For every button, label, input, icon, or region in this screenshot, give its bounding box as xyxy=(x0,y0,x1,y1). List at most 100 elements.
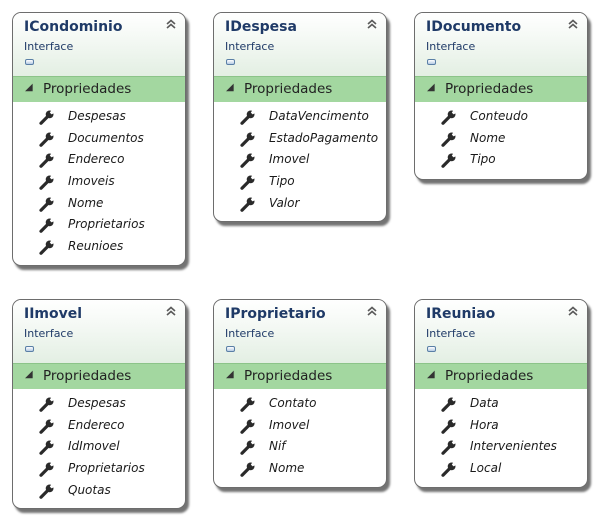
property-list: Conteudo Nome Tipo xyxy=(415,102,587,172)
wrench-icon xyxy=(239,108,257,126)
expand-triangle-icon[interactable]: ◢ xyxy=(427,369,435,380)
property-item[interactable]: Proprietarios xyxy=(13,459,185,481)
property-name: DataVencimento xyxy=(269,109,369,123)
property-name: Imovel xyxy=(269,417,310,432)
class-title: IReuniao xyxy=(426,306,496,322)
property-name: Despesas xyxy=(68,396,126,410)
property-item[interactable]: Conteudo xyxy=(415,107,587,129)
interface-icon xyxy=(226,59,235,65)
collapse-chevron-icon[interactable] xyxy=(366,305,378,319)
property-item[interactable]: Nif xyxy=(214,437,386,459)
properties-section-header[interactable]: ◢ Propriedades xyxy=(214,76,386,102)
property-list: Despesas Documentos Endereco Imoveis Nome Pro… xyxy=(13,102,185,259)
wrench-icon xyxy=(440,395,458,413)
wrench-icon xyxy=(440,130,458,148)
property-name: Reunioes xyxy=(68,239,124,254)
property-name: Nif xyxy=(269,439,286,454)
property-item[interactable]: Local xyxy=(415,459,587,481)
collapse-chevron-icon[interactable] xyxy=(567,305,579,319)
property-list: DataVencimento EstadoPagamento Imovel Tipo V… xyxy=(214,102,386,215)
property-item[interactable]: Tipo xyxy=(415,150,587,172)
wrench-icon xyxy=(239,130,257,148)
collapse-chevron-icon[interactable] xyxy=(567,18,579,32)
properties-section-header[interactable]: ◢ Propriedades xyxy=(415,363,587,389)
wrench-icon xyxy=(38,238,56,256)
interface-icon xyxy=(427,346,436,352)
property-item[interactable]: IdImovel xyxy=(13,437,185,459)
property-item[interactable]: Reunioes xyxy=(13,237,185,259)
class-box-icondominio: ICondominio Interface ◢ Propriedades Despesa… xyxy=(12,12,186,266)
stereotype-label: Interface xyxy=(225,327,275,340)
wrench-icon xyxy=(239,151,257,169)
class-header: IReuniao Interface xyxy=(415,300,587,363)
property-item[interactable]: Despesas xyxy=(13,107,185,129)
property-name: Nome xyxy=(68,195,104,210)
property-item[interactable]: Intervenientes xyxy=(415,437,587,459)
property-item[interactable]: Hora xyxy=(415,416,587,438)
property-list: Data Hora Intervenientes Local xyxy=(415,389,587,481)
interface-icon xyxy=(25,346,34,352)
property-item[interactable]: Contato xyxy=(214,394,386,416)
wrench-icon xyxy=(440,460,458,478)
wrench-icon xyxy=(239,460,257,478)
property-item[interactable]: Endereco xyxy=(13,416,185,438)
property-item[interactable]: DataVencimento xyxy=(214,107,386,129)
expand-triangle-icon[interactable]: ◢ xyxy=(226,369,234,380)
property-item[interactable]: Nome xyxy=(13,194,185,216)
properties-section-header[interactable]: ◢ Propriedades xyxy=(415,76,587,102)
property-name: Quotas xyxy=(68,482,111,497)
property-name: Despesas xyxy=(68,109,126,123)
class-box-idespesa: IDespesa Interface ◢ Propriedades DataVencim… xyxy=(213,12,387,222)
property-name: Contato xyxy=(269,396,317,410)
properties-section-header[interactable]: ◢ Propriedades xyxy=(214,363,386,389)
class-header: IDocumento Interface xyxy=(415,13,587,76)
property-name: EstadoPagamento xyxy=(269,130,379,145)
class-header: IProprietario Interface xyxy=(214,300,386,363)
property-name: Hora xyxy=(470,417,499,432)
class-title: IDespesa xyxy=(225,19,297,35)
expand-triangle-icon[interactable]: ◢ xyxy=(25,369,33,380)
wrench-icon xyxy=(239,417,257,435)
property-list: Contato Imovel Nif Nome xyxy=(214,389,386,481)
property-item[interactable]: Data xyxy=(415,394,587,416)
expand-triangle-icon[interactable]: ◢ xyxy=(226,82,234,93)
properties-section-header[interactable]: ◢ Propriedades xyxy=(13,363,185,389)
collapse-chevron-icon[interactable] xyxy=(165,18,177,32)
property-item[interactable]: Endereco xyxy=(13,150,185,172)
property-item[interactable]: Quotas xyxy=(13,481,185,503)
wrench-icon xyxy=(440,417,458,435)
collapse-chevron-icon[interactable] xyxy=(165,305,177,319)
property-item[interactable]: Proprietarios xyxy=(13,215,185,237)
section-label: Propriedades xyxy=(445,81,534,97)
collapse-chevron-icon[interactable] xyxy=(366,18,378,32)
class-box-ireuniao: IReuniao Interface ◢ Propriedades Data Hora In… xyxy=(414,299,588,488)
wrench-icon xyxy=(38,108,56,126)
wrench-icon xyxy=(239,195,257,213)
property-item[interactable]: Imovel xyxy=(214,416,386,438)
property-item[interactable]: Documentos xyxy=(13,129,185,151)
property-name: Tipo xyxy=(269,174,295,189)
property-item[interactable]: Imovel xyxy=(214,150,386,172)
property-item[interactable]: EstadoPagamento xyxy=(214,129,386,151)
expand-triangle-icon[interactable]: ◢ xyxy=(427,82,435,93)
expand-triangle-icon[interactable]: ◢ xyxy=(25,82,33,93)
stereotype-label: Interface xyxy=(225,40,275,53)
property-name: Valor xyxy=(269,195,300,210)
property-item[interactable]: Nome xyxy=(415,129,587,151)
wrench-icon xyxy=(38,417,56,435)
property-name: Imovel xyxy=(269,152,310,167)
property-name: Proprietarios xyxy=(68,461,145,476)
property-item[interactable]: Tipo xyxy=(214,172,386,194)
property-item[interactable]: Valor xyxy=(214,194,386,216)
property-item[interactable]: Imoveis xyxy=(13,172,185,194)
interface-icon xyxy=(226,346,235,352)
properties-section-header[interactable]: ◢ Propriedades xyxy=(13,76,185,102)
section-label: Propriedades xyxy=(244,368,333,384)
wrench-icon xyxy=(38,438,56,456)
property-name: Proprietarios xyxy=(68,217,145,232)
class-header: IImovel Interface xyxy=(13,300,185,363)
property-item[interactable]: Nome xyxy=(214,459,386,481)
property-name: Documentos xyxy=(68,130,144,145)
property-name: IdImovel xyxy=(68,439,120,454)
property-item[interactable]: Despesas xyxy=(13,394,185,416)
